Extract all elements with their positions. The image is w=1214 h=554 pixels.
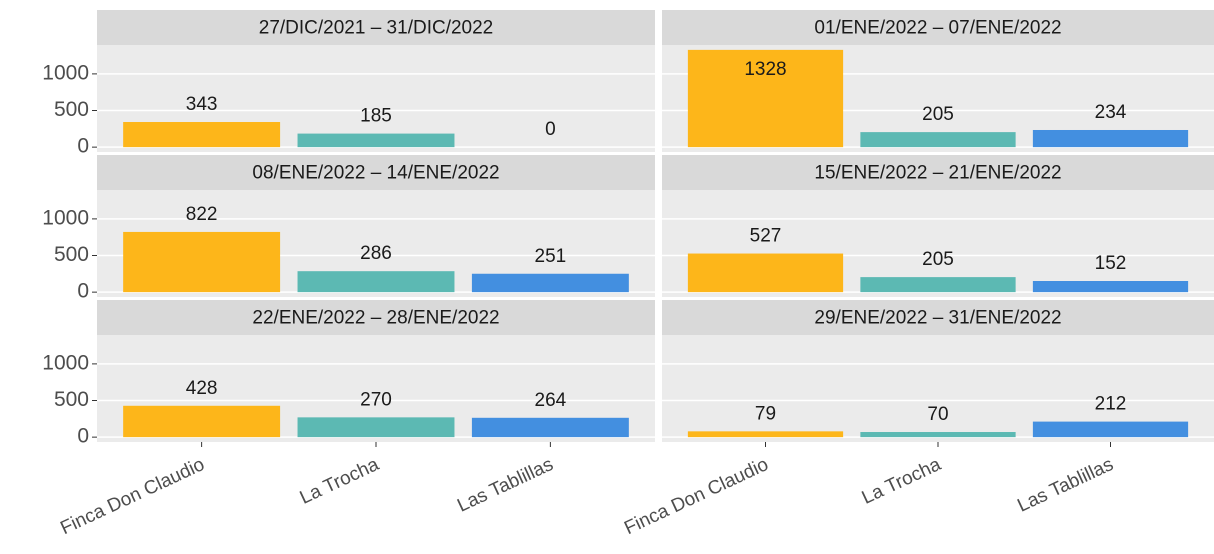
value-label: 212 <box>1095 394 1127 415</box>
x-tick-label: Finca Don Claudio <box>57 454 208 539</box>
strip-title: 08/ENE/2022 – 14/ENE/2022 <box>252 163 499 184</box>
value-label: 428 <box>186 378 218 399</box>
value-label: 79 <box>755 403 776 424</box>
strip-title: 27/DIC/2021 – 31/DIC/2022 <box>259 18 494 39</box>
x-tick-label: La Trocha <box>297 454 383 509</box>
value-label: 1328 <box>744 59 786 80</box>
x-tick-label: Finca Don Claudio <box>621 454 772 539</box>
y-tick-label: 1000 <box>42 206 89 229</box>
bar <box>860 277 1016 293</box>
bar <box>297 417 455 438</box>
value-label: 0 <box>545 119 556 140</box>
strip-title: 15/ENE/2022 – 21/ENE/2022 <box>814 163 1061 184</box>
x-tick-label: Las Tablillas <box>1014 454 1116 517</box>
bar <box>860 132 1016 148</box>
bar <box>1032 281 1189 293</box>
strip-title: 29/ENE/2022 – 31/ENE/2022 <box>814 308 1061 329</box>
y-tick-label: 0 <box>77 425 89 448</box>
strip <box>97 10 655 45</box>
strip-title: 22/ENE/2022 – 28/ENE/2022 <box>252 308 499 329</box>
strip-title: 01/ENE/2022 – 07/ENE/2022 <box>814 18 1061 39</box>
value-label: 343 <box>186 94 218 115</box>
value-label: 270 <box>360 389 392 410</box>
bar <box>297 271 455 293</box>
bar <box>123 231 281 293</box>
bar <box>297 133 455 148</box>
y-tick-label: 1000 <box>42 61 89 84</box>
bar <box>687 253 844 293</box>
bar <box>860 432 1016 438</box>
value-label: 251 <box>535 246 567 267</box>
value-label: 286 <box>360 243 392 264</box>
bar <box>687 431 844 438</box>
bar <box>1032 421 1189 438</box>
value-label: 205 <box>922 249 954 270</box>
y-tick-label: 1000 <box>42 351 89 374</box>
value-label: 70 <box>927 404 948 425</box>
value-label: 234 <box>1095 102 1127 123</box>
value-label: 264 <box>535 390 567 411</box>
value-label: 205 <box>922 104 954 125</box>
bar <box>123 122 281 148</box>
bar <box>1032 129 1189 148</box>
y-tick-label: 0 <box>77 135 89 158</box>
bar <box>123 405 281 438</box>
y-tick-label: 500 <box>54 98 89 121</box>
strip <box>662 155 1214 190</box>
y-tick-label: 500 <box>54 388 89 411</box>
y-tick-label: 500 <box>54 243 89 266</box>
y-tick-label: 0 <box>77 280 89 303</box>
value-label: 152 <box>1095 253 1127 274</box>
x-tick-label: Las Tablillas <box>454 454 556 517</box>
value-label: 527 <box>750 226 782 247</box>
value-label: 822 <box>186 204 218 225</box>
strip <box>97 300 655 335</box>
value-label: 185 <box>360 106 392 127</box>
bar <box>471 273 629 293</box>
bar <box>471 417 629 438</box>
strip <box>662 10 1214 45</box>
strip <box>662 300 1214 335</box>
bar <box>687 49 844 148</box>
x-tick-label: La Trocha <box>859 454 945 509</box>
strip <box>97 155 655 190</box>
